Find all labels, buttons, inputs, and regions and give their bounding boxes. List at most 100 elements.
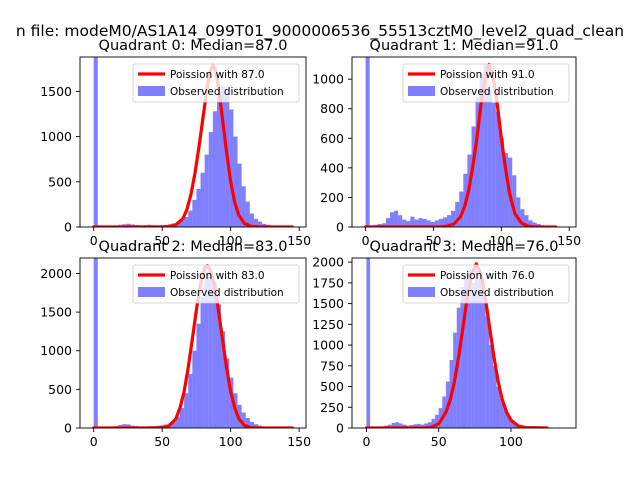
- quadrant-1-hist-bar: [414, 219, 419, 227]
- quadrant-3-y-tick-label: 1750: [312, 275, 344, 290]
- quadrant-0-x-tick-label: 100: [219, 233, 243, 248]
- quadrant-3-x-tick-label: 50: [431, 434, 447, 449]
- quadrant-1-x-tick-label: 50: [426, 233, 442, 248]
- quadrant-2-y-tick-label: 1500: [40, 305, 72, 320]
- quadrant-3-y-tick-label: 500: [320, 379, 344, 394]
- quadrant-3-legend-hist-label: Observed distribution: [440, 287, 554, 299]
- quadrant-1-hist-bar: [512, 175, 517, 227]
- quadrant-3-x-tick-label: 100: [499, 434, 523, 449]
- quadrant-3-hist-bar: [427, 422, 432, 428]
- quadrant-2-legend-fit-label: Poission with 83.0: [170, 270, 265, 282]
- quadrant-0-y-tick-label: 0: [64, 220, 72, 235]
- quadrant-0-hist-bar: [233, 136, 238, 227]
- quadrant-0-y-tick-label: 1500: [40, 84, 72, 99]
- quadrant-3-y-tick-label: 250: [320, 400, 344, 415]
- quadrant-1-hist-bar: [455, 201, 460, 227]
- quadrant-3-axes: Quadrant 3: Median=76.00 50 10002505007501…: [312, 239, 577, 449]
- quadrant-3-hist-bar: [471, 282, 475, 428]
- quadrant-0-hist-bar: [221, 86, 226, 227]
- quadrant-3-hist-bar: [500, 398, 504, 428]
- quadrant-2-y-tick-label: 500: [48, 382, 72, 397]
- quadrant-2-y-tick-label: 1000: [40, 343, 72, 358]
- quadrant-1-x-tick-label: 100: [489, 233, 513, 248]
- quadrant-1-hist-bar: [385, 218, 391, 227]
- quadrant-1-hist-bar: [479, 73, 484, 227]
- quadrant-1-x-tick-label: 150: [557, 233, 581, 248]
- quadrant-2-hist-bar: [204, 273, 209, 428]
- quadrant-2-hist-bar: [208, 269, 213, 428]
- quadrant-0-hist-bar: [216, 95, 222, 227]
- quadrant-1-hist-bar: [394, 210, 399, 227]
- quadrant-3-plot-area: [364, 258, 549, 428]
- quadrant-1-hist-bar: [499, 138, 505, 227]
- quadrant-1-hist-bar: [475, 96, 480, 227]
- quadrant-2-legend-hist-label: Observed distribution: [170, 287, 284, 299]
- quadrant-0-hist-bar: [212, 111, 217, 227]
- quadrant-1-hist-bar: [438, 218, 443, 227]
- quadrant-1-hist-bar: [442, 217, 448, 227]
- quadrant-3-hist-bar: [456, 307, 461, 428]
- quadrant-1-hist-bar: [447, 215, 452, 227]
- quadrant-2-title: Quadrant 2: Median=83.0: [99, 239, 288, 255]
- quadrant-2-hist-bar: [196, 323, 201, 428]
- quadrant-3-x-tick-label: 0: [362, 434, 370, 449]
- quadrant-2-hist-bar: [175, 416, 180, 428]
- quadrant-0-hist-bar: [192, 199, 197, 227]
- quadrant-0-hist-bar: [229, 109, 234, 227]
- quadrant-2-hist-bar: [229, 377, 234, 428]
- quadrant-3-y-tick-label: 1250: [312, 317, 344, 332]
- quadrant-3-hist-bar: [464, 274, 468, 428]
- quadrant-0-hist-bar: [258, 221, 263, 227]
- quadrant-2-hist-bar: [221, 331, 226, 428]
- quadrant-0-hist-bar: [179, 220, 185, 227]
- quadrant-1-hist-bar: [406, 221, 411, 227]
- quadrant-3-hist-bar: [485, 316, 490, 428]
- quadrant-3-hist-bar: [460, 287, 464, 428]
- quadrant-1-hist-bar: [410, 216, 415, 227]
- quadrant-1-hist-bar: [381, 223, 386, 227]
- quadrant-3-frame: [351, 257, 577, 429]
- quadrant-0-x-tick-label: 50: [154, 233, 170, 248]
- quadrant-1-legend-hist-label: Observed distribution: [440, 86, 554, 98]
- quadrant-3-hist-bar: [398, 423, 403, 428]
- quadrant-1-hist-bar: [451, 210, 456, 227]
- quadrant-0-hist-bar: [184, 217, 189, 227]
- quadrant-2-hist-bar: [184, 393, 189, 428]
- quadrant-3-poisson-fit-line: [364, 262, 549, 428]
- quadrant-2-x-tick-label: 50: [154, 434, 170, 449]
- quadrant-1-hist-bar: [418, 218, 423, 227]
- quadrant-1-hist-bar: [524, 215, 529, 227]
- quadrant-3-y-tick-label: 2000: [312, 255, 344, 270]
- quadrant-1-hist-bar: [532, 222, 537, 227]
- quadrant-1-hist-bar: [434, 220, 439, 227]
- quadrant-0-frame: [79, 56, 307, 228]
- quadrant-1-hist-bar: [402, 219, 407, 227]
- quadrant-1-title: Quadrant 1: Median=91.0: [370, 38, 559, 54]
- quadrant-3-hist-bar: [467, 270, 472, 428]
- quadrant-0-hist-bar: [208, 132, 213, 227]
- quadrant-3-title: Quadrant 3: Median=76.0: [370, 239, 559, 255]
- quadrant-3-hist-bar: [395, 422, 399, 428]
- quadrant-3-hist-bar: [402, 424, 407, 428]
- quadrant-1-hist-bar: [430, 221, 435, 227]
- quadrant-1-hist-bar: [520, 209, 525, 227]
- quadrant-0-hist-bar: [188, 210, 193, 227]
- quadrant-3-hist-bar: [482, 295, 486, 428]
- quadrant-2-hist-bar: [253, 424, 259, 428]
- quadrant-0-title: Quadrant 0: Median=87.0: [99, 38, 288, 54]
- quadrant-2-axes: Quadrant 2: Median=83.00 50 100 15005001000…: [40, 239, 311, 449]
- quadrant-0-hist-bar: [253, 218, 259, 227]
- quadrant-0-hist-bar: [204, 154, 209, 227]
- quadrant-2-frame: [79, 257, 307, 429]
- quadrant-3-legend: Poission with 76.0 Observed distribution: [402, 264, 570, 304]
- quadrant-0-x-tick-label: 0: [90, 233, 98, 248]
- quadrant-2-legend-hist-swatch: [138, 287, 165, 297]
- quadrant-0-legend-hist-label: Observed distribution: [170, 86, 284, 98]
- quadrant-3-hist-bar: [366, 258, 371, 428]
- quadrant-3-hist-bar: [503, 409, 508, 428]
- quadrant-2-x-tick-label: 150: [287, 434, 311, 449]
- quadrant-0-hist-bar: [200, 172, 205, 227]
- quadrant-1-frame: [351, 56, 577, 228]
- quadrant-1-legend-fit-label: Poission with 91.0: [440, 69, 535, 81]
